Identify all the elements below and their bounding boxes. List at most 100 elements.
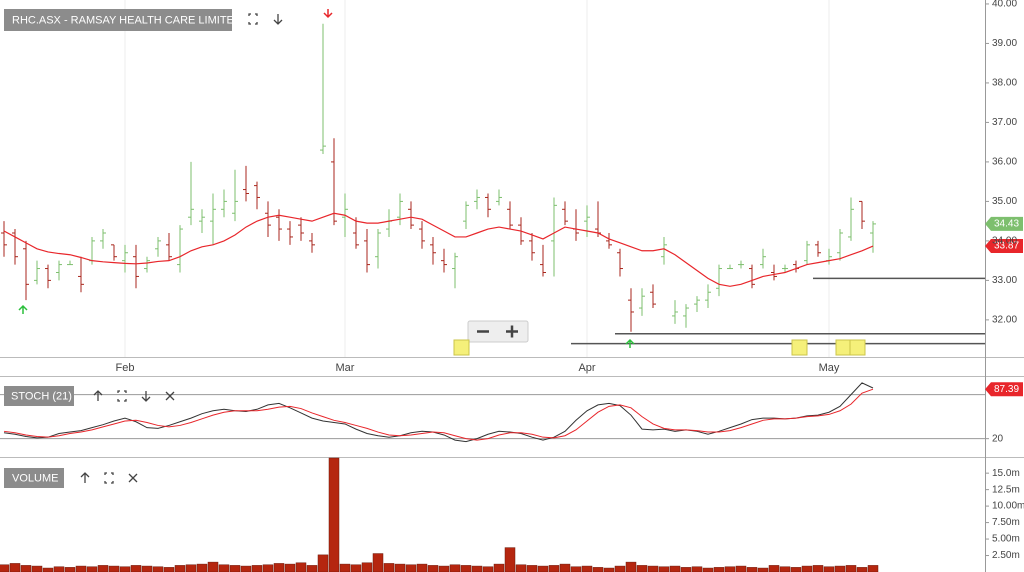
volume-bar xyxy=(614,565,626,572)
volume-bar xyxy=(152,566,164,572)
note-icon[interactable] xyxy=(835,339,852,356)
volume-bar xyxy=(636,565,648,572)
volume-bar xyxy=(834,565,846,572)
note-icon[interactable] xyxy=(849,339,866,356)
volume-bar xyxy=(845,565,857,572)
volume-bar xyxy=(317,554,329,572)
volume-bar xyxy=(207,561,219,572)
volume-bar xyxy=(372,553,384,572)
x-tick-label: Mar xyxy=(336,362,355,374)
note-icon[interactable] xyxy=(791,339,808,356)
y-tick-label: 34.00 xyxy=(992,236,1017,247)
moving-average xyxy=(3,212,874,287)
volume-bar xyxy=(218,564,230,572)
chart-title: RHC.ASX - RAMSAY HEALTH CARE LIMITED xyxy=(12,14,242,26)
last-price-tag xyxy=(985,216,1023,231)
volume-bar xyxy=(647,565,659,572)
volume-bar xyxy=(174,565,186,572)
title-box[interactable] xyxy=(4,468,64,488)
volume-bar xyxy=(867,565,879,572)
volume-bar xyxy=(801,565,813,572)
volume-bar xyxy=(383,563,395,572)
volume-bar xyxy=(559,563,571,572)
volume-bar xyxy=(394,563,406,572)
volume-bar xyxy=(262,564,274,572)
y-tick-label: 33.00 xyxy=(992,275,1017,286)
expand-icon[interactable] xyxy=(117,390,127,402)
volume-bar xyxy=(482,566,494,572)
volume-bar xyxy=(702,567,714,572)
volume-bar xyxy=(625,561,637,572)
volume-bar xyxy=(75,565,87,572)
volume-bar xyxy=(669,565,681,572)
title-box[interactable] xyxy=(4,9,232,31)
last-price: 34.43 xyxy=(994,219,1019,230)
volume-bar xyxy=(691,566,703,572)
volume-bar xyxy=(273,563,285,572)
sell-signal[interactable] xyxy=(323,9,333,19)
volume-bar xyxy=(724,566,736,572)
y-tick-label: 39.00 xyxy=(992,38,1017,49)
stoch-line xyxy=(3,382,874,443)
volume-bar xyxy=(196,563,208,572)
y-tick-label: 35.00 xyxy=(992,196,1017,207)
expand-icon[interactable] xyxy=(104,472,114,484)
note-icon[interactable] xyxy=(453,339,470,356)
x-tick-label: Apr xyxy=(578,362,595,374)
volume-bar xyxy=(449,564,461,572)
buy-signal[interactable] xyxy=(18,304,28,314)
volume-bar xyxy=(53,566,65,572)
volume-bar xyxy=(97,565,109,572)
x-tick-label: Feb xyxy=(116,362,135,374)
y-tick-label: 2.50m xyxy=(992,550,1020,561)
close-icon[interactable] xyxy=(165,391,175,401)
volume-bar xyxy=(295,562,307,572)
volume-bar xyxy=(856,567,868,572)
volume-bar xyxy=(64,567,76,572)
volume-bar xyxy=(471,565,483,572)
buy-signal[interactable] xyxy=(625,338,635,348)
volume-bar xyxy=(185,564,197,572)
volume-bar xyxy=(163,567,175,572)
volume-bar xyxy=(405,564,417,572)
toolbar xyxy=(248,13,283,25)
volume-bar xyxy=(493,563,505,572)
volume-bar xyxy=(746,567,758,572)
volume-bar xyxy=(790,567,802,572)
volume-bar xyxy=(229,565,241,572)
volume-bar xyxy=(592,567,604,572)
down-icon[interactable] xyxy=(273,14,283,25)
volume-bar xyxy=(350,564,362,572)
volume-bar xyxy=(141,565,153,572)
y-tick-label: 10.00m xyxy=(992,501,1024,512)
y-tick-label: 12.5m xyxy=(992,484,1020,495)
close-icon[interactable] xyxy=(128,473,138,483)
volume-bar xyxy=(20,565,32,572)
up-icon[interactable] xyxy=(80,472,90,483)
volume-bar xyxy=(427,565,439,572)
notes xyxy=(453,339,866,356)
expand-icon[interactable] xyxy=(248,13,258,25)
y-tick-label: 32.00 xyxy=(992,315,1017,326)
volume-bar xyxy=(361,562,373,572)
volume-bar xyxy=(537,565,549,572)
volume-bar xyxy=(581,565,593,572)
y-tick-label: 7.50m xyxy=(992,517,1020,528)
volume-bar xyxy=(438,565,450,572)
volume-bar xyxy=(130,565,142,572)
y-tick-label: 36.00 xyxy=(992,157,1017,168)
zoom-in[interactable] xyxy=(506,325,518,338)
down-icon[interactable] xyxy=(141,391,151,402)
title-box[interactable] xyxy=(4,386,74,406)
volume-bar xyxy=(42,567,54,572)
volume-bar xyxy=(504,547,516,572)
last-stoch: 87.39 xyxy=(994,384,1019,395)
up-icon[interactable] xyxy=(93,390,103,401)
volume-bar xyxy=(86,566,98,572)
volume-bar xyxy=(570,566,582,572)
y-tick-label: 5.00m xyxy=(992,534,1020,545)
volume-bar xyxy=(240,565,252,572)
volume-bar xyxy=(0,564,10,572)
